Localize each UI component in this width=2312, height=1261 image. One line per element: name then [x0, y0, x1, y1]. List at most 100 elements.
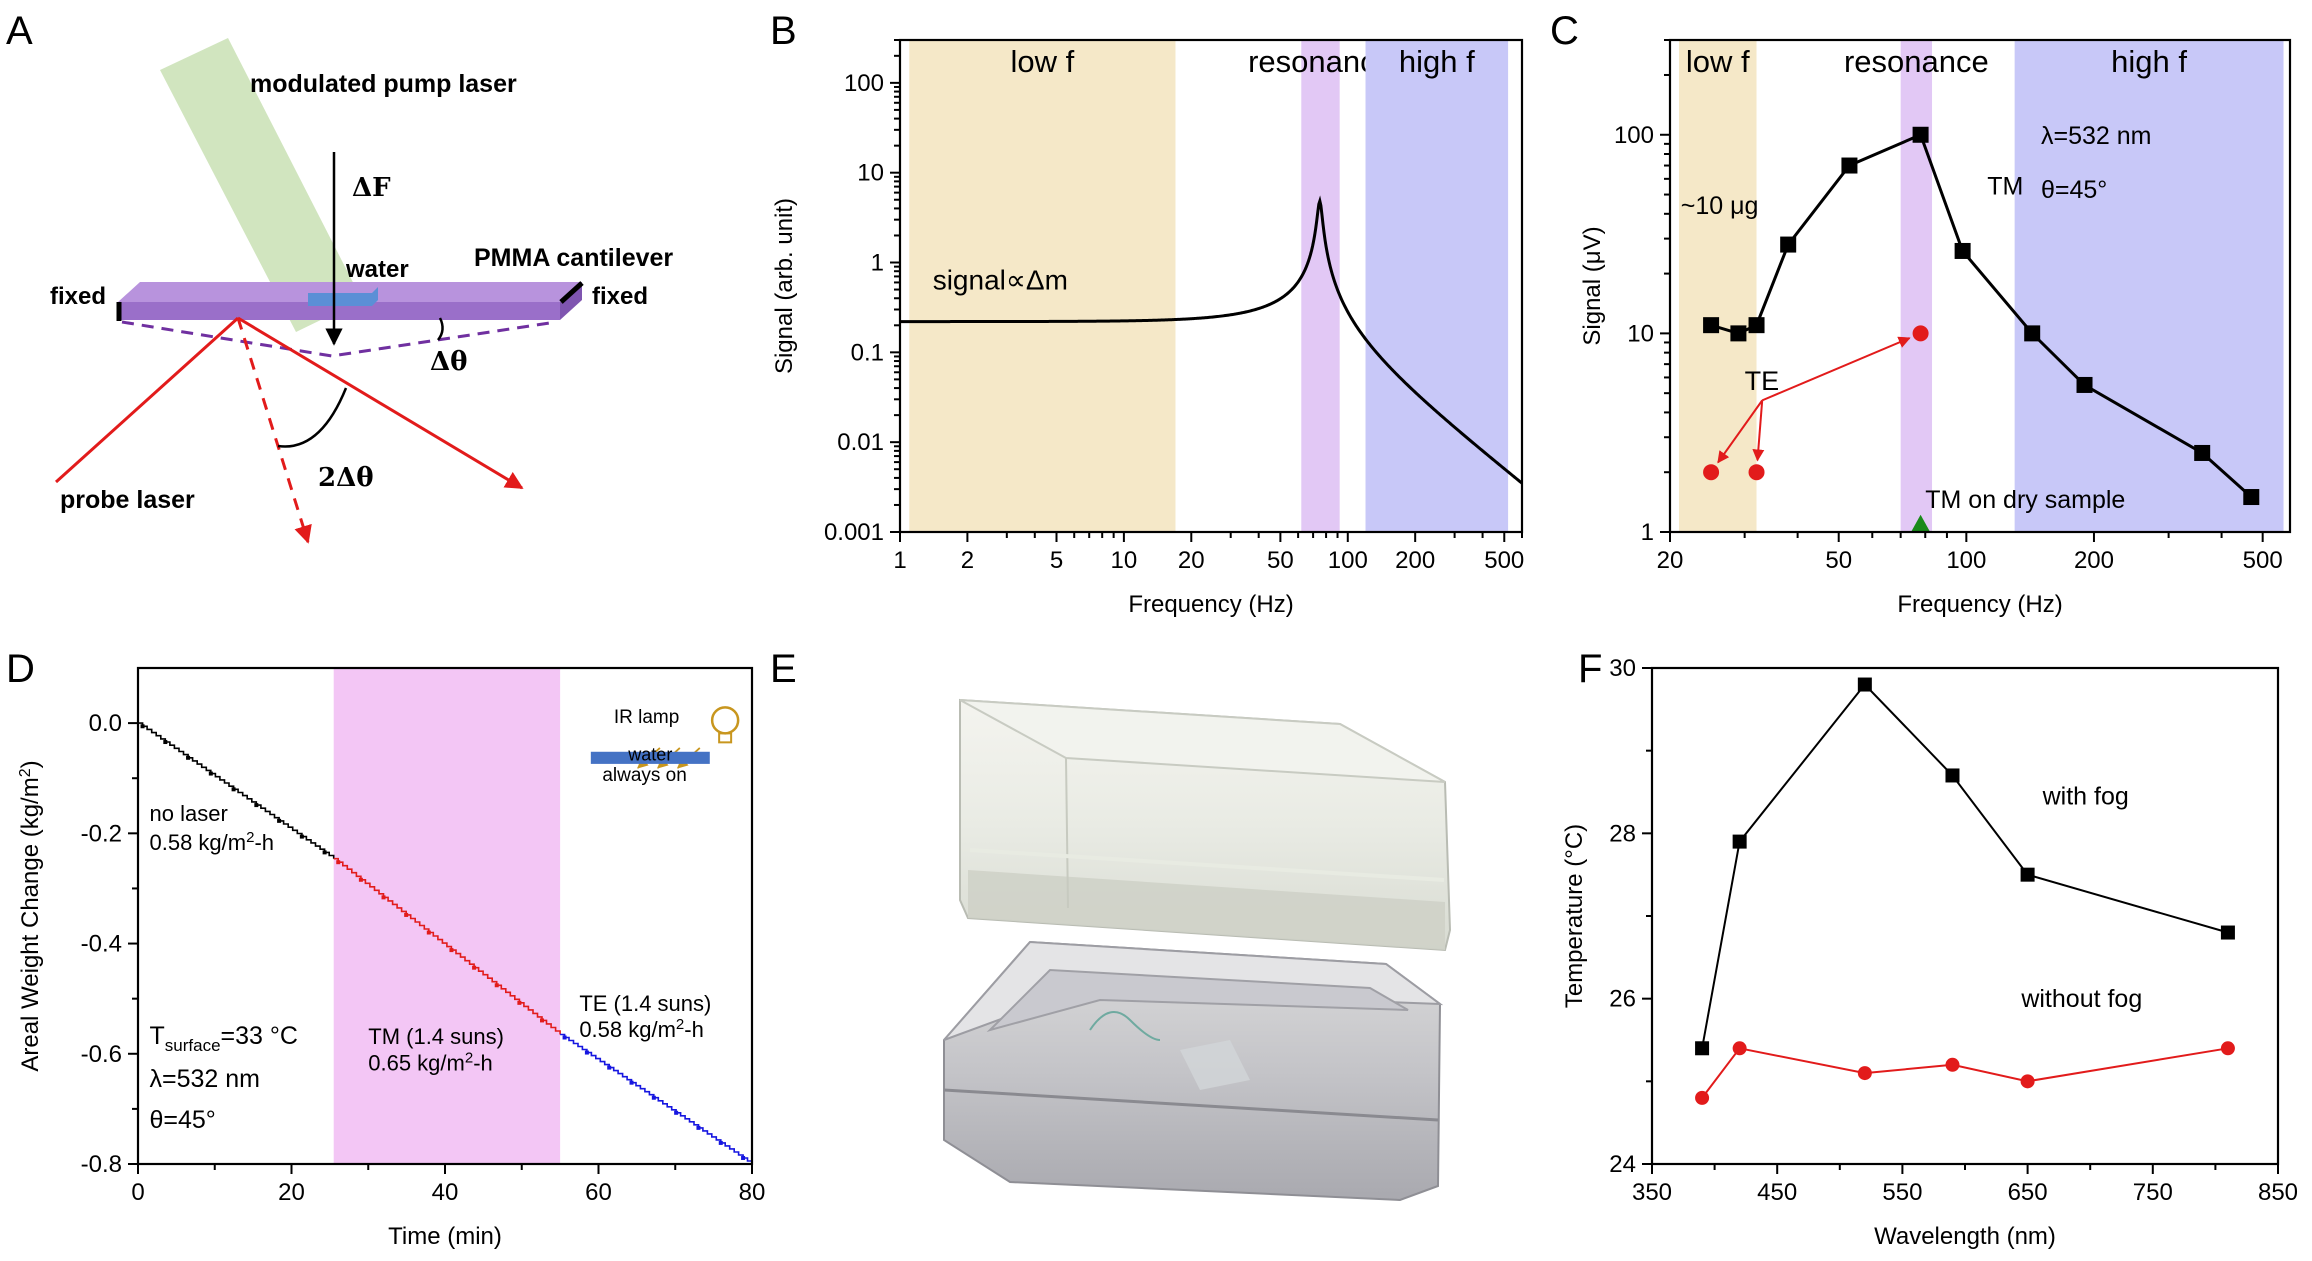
x-tick-label: 1	[893, 547, 906, 574]
data-point	[1912, 126, 1929, 143]
x-tick-label: 2	[961, 547, 974, 574]
band-1	[1900, 40, 1933, 532]
probe-laser-label: probe laser	[60, 486, 195, 514]
x-tick-label: 100	[1946, 547, 1986, 574]
without-fog-label: without fog	[2020, 985, 2142, 1013]
angle-annotation: θ=45°	[2041, 176, 2107, 204]
tm-rate: 0.65 kg/m2-h	[368, 1049, 493, 1076]
data-point	[1841, 157, 1858, 174]
pump-laser-label: modulated pump laser	[250, 70, 517, 98]
data-point	[1703, 317, 1720, 334]
data-point	[336, 860, 341, 865]
panel-d-y-axis-label: Areal Weight Change (kg/m2)	[17, 760, 45, 1071]
water-block	[590, 751, 710, 764]
x-tick-label: 550	[1882, 1179, 1922, 1206]
data-point	[607, 1065, 612, 1070]
x-tick-label: 50	[1267, 547, 1294, 574]
ir-lamp-label: IR lamp	[614, 707, 679, 728]
panel-c-axes-frame	[1668, 38, 2292, 534]
band-1	[1301, 40, 1340, 532]
te-pointer-arrow	[1752, 400, 1765, 462]
data-point	[1857, 677, 1872, 692]
cantilever-side-face	[560, 282, 582, 320]
always-on-label: always on	[602, 765, 687, 786]
data-point	[2024, 325, 2041, 342]
data-point	[322, 850, 327, 855]
panel-f-chart: 350 450 550 650 750 850 24 26 28 30 with fog with…	[1561, 655, 2298, 1250]
data-point	[2020, 867, 2035, 882]
panel-d-x-axis-label: Time (min)	[388, 1223, 502, 1250]
probe-deflected-beam	[236, 317, 312, 544]
data-point	[449, 948, 454, 953]
y-tick-label: -0.4	[81, 931, 122, 958]
signal-proportional-annotation: signal∝Δm	[933, 265, 1068, 296]
wavelength-annotation: λ=532 nm	[2041, 122, 2152, 150]
data-point	[674, 1110, 679, 1115]
tm-illumination-band	[333, 668, 561, 1164]
mass-annotation: ~10 μg	[1681, 192, 1759, 220]
dtheta-arc	[436, 317, 444, 341]
water-block-label: water	[627, 745, 672, 765]
deflected-cantilever	[121, 320, 557, 358]
data-point	[1732, 834, 1747, 849]
band-0	[1678, 40, 1757, 532]
water-label: water	[345, 256, 409, 283]
y-tick-label: 100	[1614, 122, 1654, 149]
y-tick-label: 0.0	[89, 710, 122, 737]
data-point	[2020, 1074, 2035, 1089]
panel-e-photo	[943, 698, 1452, 1202]
dtheta-label: Δθ	[430, 347, 468, 377]
y-tick-label: 0.001	[824, 519, 884, 546]
lightbulb-icon	[710, 706, 740, 735]
no-laser-annotation: no laser	[150, 801, 228, 826]
band-label-2: high f	[1399, 44, 1475, 79]
surface-temperature-annotation: Tsurface=33 °C	[150, 1022, 298, 1055]
y-tick-label: 28	[1609, 820, 1636, 847]
data-point	[1695, 1090, 1710, 1105]
x-tick-label: 200	[2074, 547, 2114, 574]
panel-a-schematic: modulated pump laser water PMMA cantilev…	[50, 38, 673, 544]
band-0	[909, 40, 1176, 532]
force-label: ΔF	[352, 173, 391, 203]
data-point	[163, 740, 168, 745]
series-line-1	[1701, 1047, 2229, 1099]
data-point	[1748, 317, 1765, 334]
y-tick-label: 0.1	[851, 339, 884, 366]
band-2	[1365, 40, 1509, 532]
panel-b-chart: low f resonance high f 1 2 5 10 20 50 100 200 5000…	[771, 38, 1524, 618]
data-point	[629, 1080, 634, 1085]
x-tick-label: 0	[131, 1179, 144, 1206]
acrylic-box-base	[943, 940, 1444, 1202]
probe-incident-beam	[54, 316, 240, 484]
y-tick-label: 1	[871, 250, 884, 277]
data-point	[140, 724, 145, 729]
band-label-2: high f	[2111, 44, 2187, 79]
y-tick-label: 0.01	[837, 429, 884, 456]
data-point	[1780, 236, 1797, 253]
data-point	[494, 983, 499, 988]
te-pointer-arrow	[1761, 336, 1911, 402]
x-tick-label: 20	[1178, 547, 1205, 574]
tm-annotation: TM	[1987, 173, 2023, 201]
x-tick-label: 20	[278, 1179, 305, 1206]
data-point	[1703, 464, 1720, 481]
data-point	[517, 1000, 522, 1005]
data-point	[186, 755, 191, 760]
data-point	[2194, 444, 2211, 461]
dry-sample-annotation: TM on dry sample	[1925, 486, 2125, 514]
data-point	[1912, 325, 1929, 342]
fixed-right-label: fixed	[592, 283, 648, 310]
x-tick-label: 10	[1111, 547, 1138, 574]
te-annotation: TE (1.4 suns)	[579, 991, 711, 1016]
panel-b-x-axis-label: Frequency (Hz)	[1128, 591, 1293, 618]
pump-laser-beam	[160, 38, 362, 332]
data-point	[2076, 376, 2093, 393]
cantilever-front-face	[118, 302, 560, 320]
data-point	[540, 1018, 545, 1023]
data-point	[1857, 1066, 1872, 1081]
data-point	[2220, 925, 2235, 940]
acrylic-box-lid	[959, 698, 1452, 952]
y-tick-label: 1	[1641, 519, 1654, 546]
